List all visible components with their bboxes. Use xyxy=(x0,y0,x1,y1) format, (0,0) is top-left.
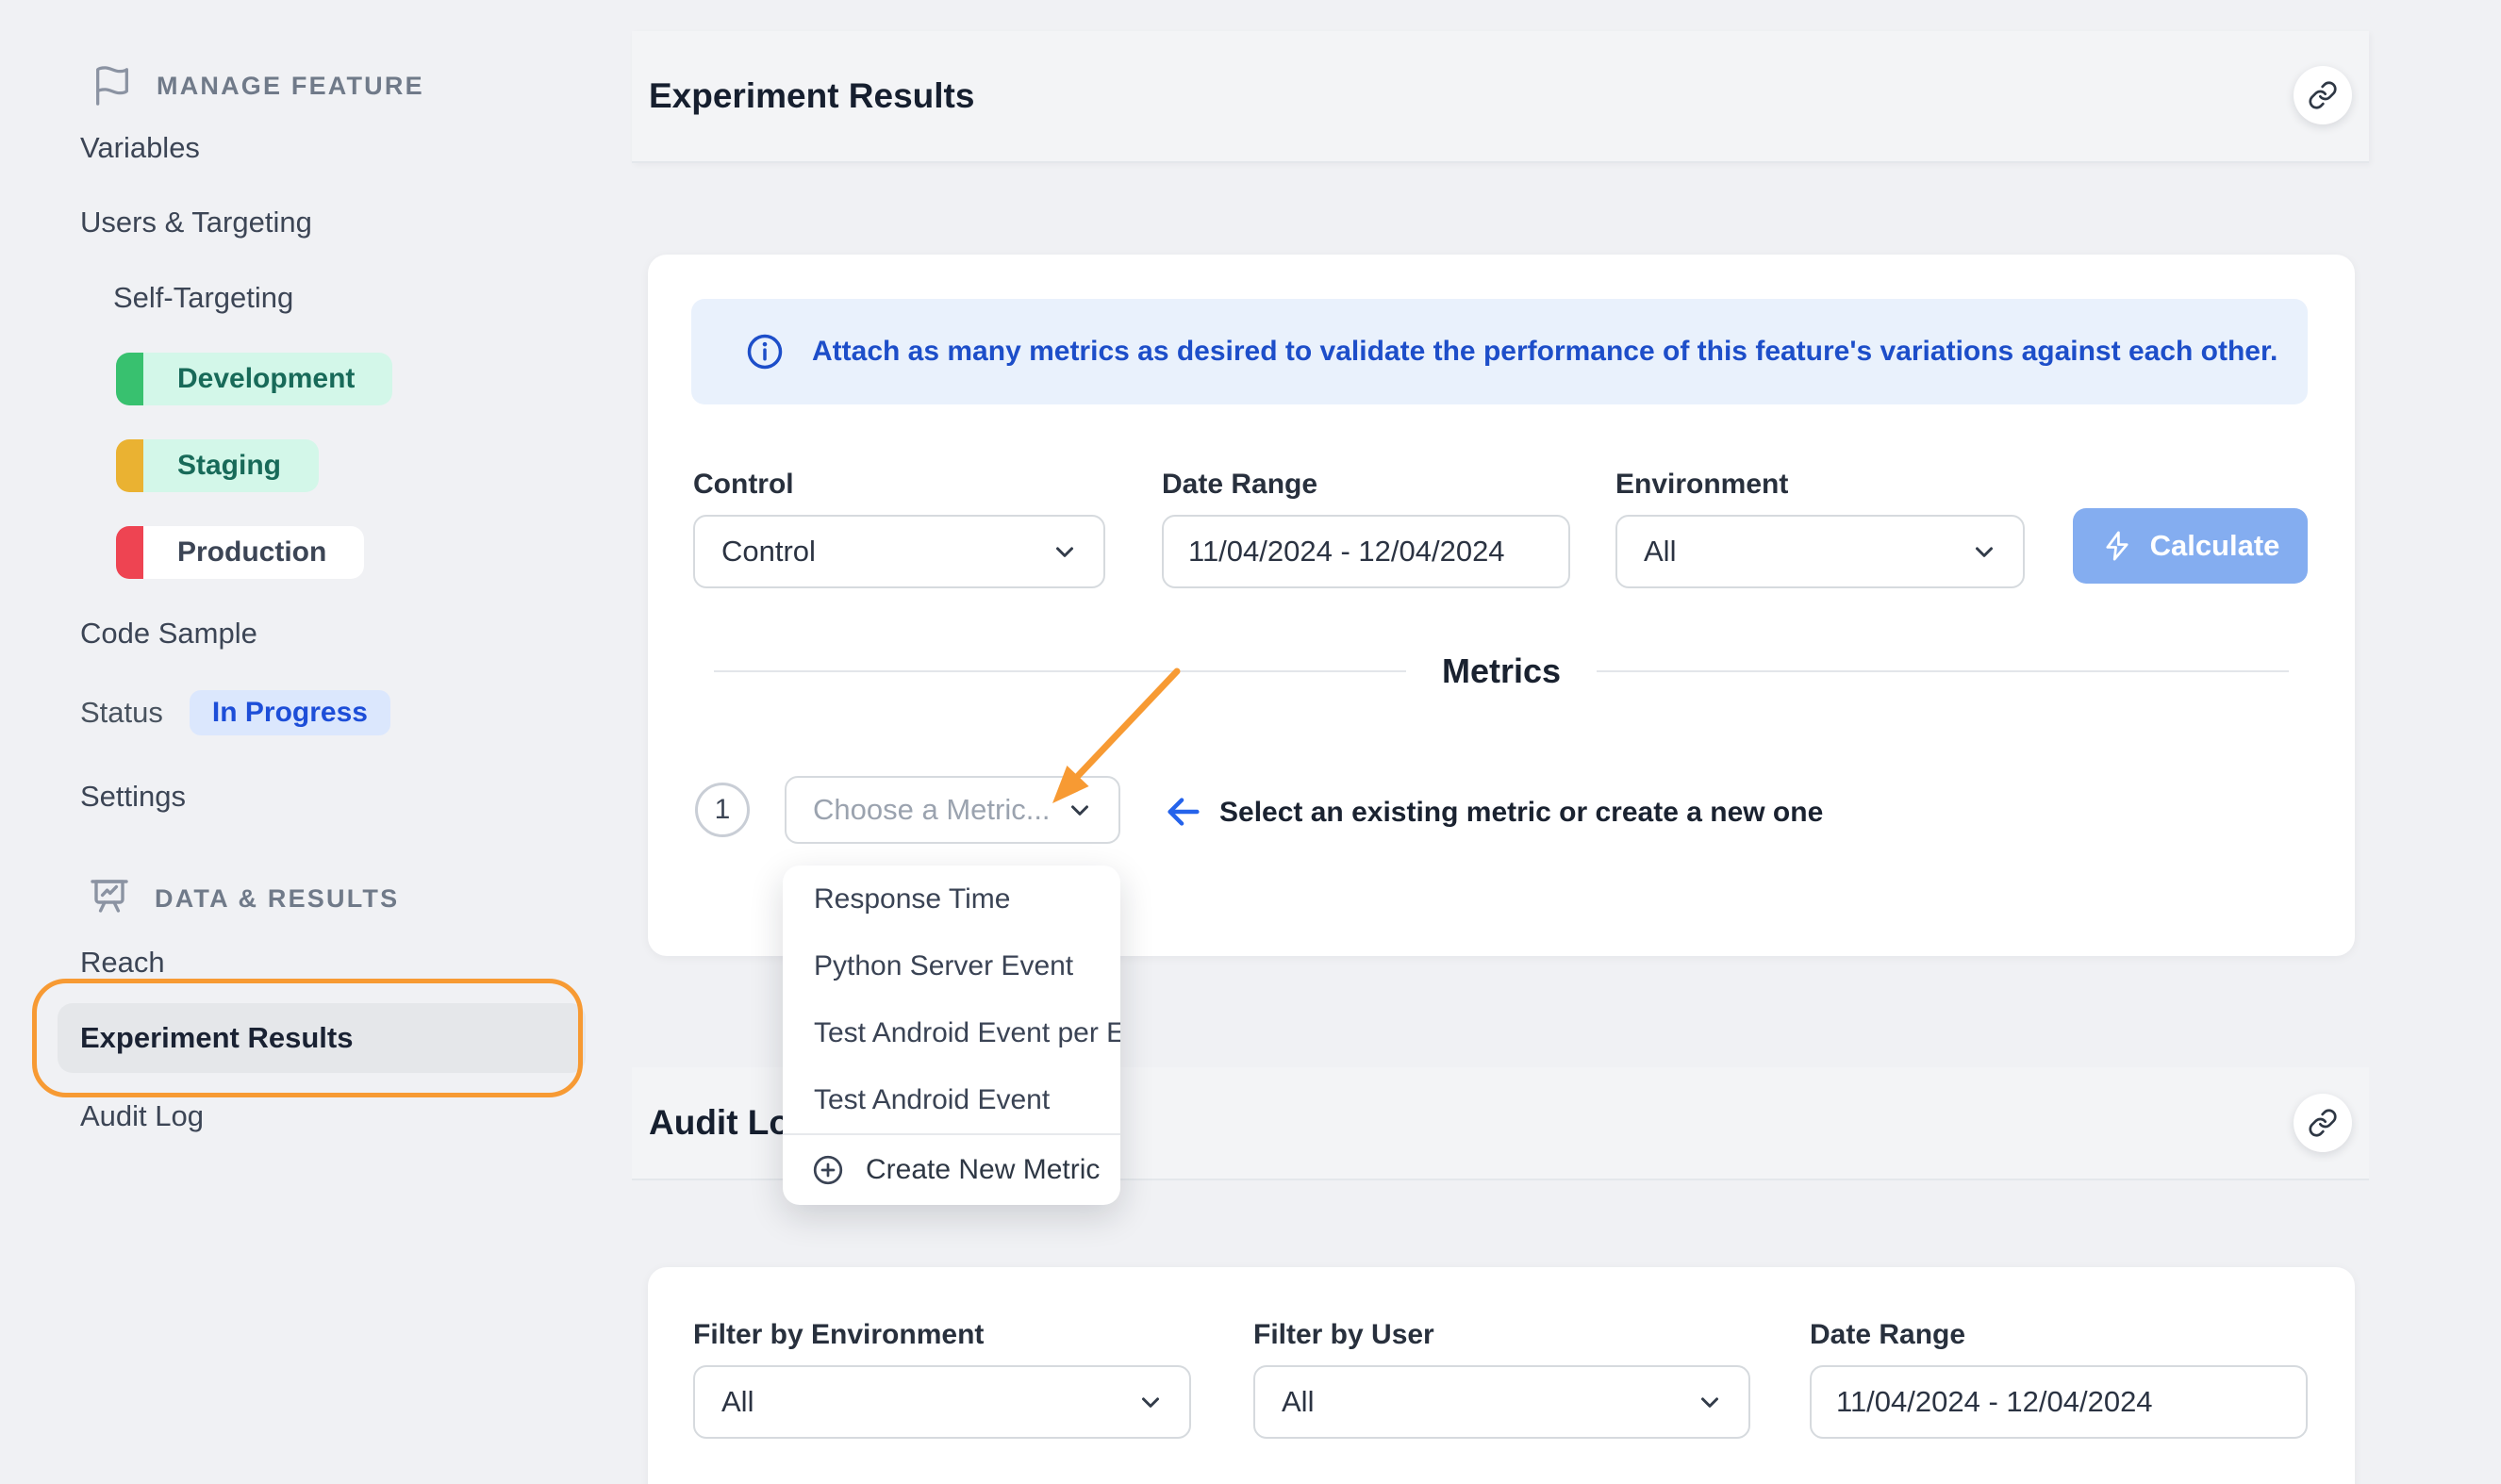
experiment-results-card: Attach as many metrics as desired to val… xyxy=(648,255,2355,956)
env-label: Production xyxy=(143,526,365,579)
choose-metric-placeholder: Choose a Metric... xyxy=(813,793,1051,826)
sidebar-env-development[interactable]: Development xyxy=(116,353,393,405)
menu-divider xyxy=(783,1133,1120,1135)
filter-user-label: Filter by User xyxy=(1253,1319,1434,1350)
sidebar-item-experiment-results-active[interactable]: Experiment Results xyxy=(58,1003,586,1073)
chevron-down-icon xyxy=(1142,1397,1159,1408)
status-label: Status xyxy=(80,696,163,729)
status-badge: In Progress xyxy=(189,690,390,735)
date-range-input[interactable] xyxy=(1162,515,1570,588)
sidebar-env-production[interactable]: Production xyxy=(116,526,365,579)
info-banner: Attach as many metrics as desired to val… xyxy=(691,299,2308,404)
date-range-label: Date Range xyxy=(1162,469,1318,500)
chevron-down-icon xyxy=(1071,805,1088,816)
metric-row-number: 1 xyxy=(695,783,750,837)
choose-metric-select[interactable]: Choose a Metric... xyxy=(785,776,1120,844)
create-new-metric-option[interactable]: Create New Metric xyxy=(783,1135,1120,1205)
filter-user-select[interactable]: All xyxy=(1253,1365,1750,1439)
plus-circle-icon xyxy=(813,1155,843,1185)
flag-icon xyxy=(96,66,128,106)
sidebar-item-audit-log[interactable]: Audit Log xyxy=(80,1099,204,1132)
sidebar-env-staging[interactable]: Staging xyxy=(116,439,319,492)
sidebar-item-status[interactable]: Status In Progress xyxy=(80,690,390,735)
env-color-bar xyxy=(116,353,143,405)
divider-line xyxy=(1597,670,2289,672)
metric-dropdown-menu: Response Time Python Server Event Test A… xyxy=(783,866,1120,1205)
sidebar: MANAGE FEATURE Variables Users & Targeti… xyxy=(0,0,634,1484)
metric-option[interactable]: Response Time xyxy=(814,882,1011,915)
info-icon xyxy=(747,334,783,370)
link-icon xyxy=(2309,1109,2337,1137)
metric-option[interactable]: Test Android Event xyxy=(814,1083,1051,1115)
info-banner-text: Attach as many metrics as desired to val… xyxy=(812,336,2278,367)
metric-option[interactable]: Test Android Event per Eve xyxy=(814,1016,1120,1048)
calculate-button[interactable]: Calculate xyxy=(2073,508,2308,584)
env-label: Development xyxy=(143,353,393,405)
chevron-down-icon xyxy=(1976,547,1993,557)
control-label: Control xyxy=(693,469,794,500)
control-select-value: Control xyxy=(721,535,816,568)
experiment-results-header-band: Experiment Results xyxy=(632,31,2369,163)
filter-user-value: All xyxy=(1282,1385,1315,1418)
copy-link-button[interactable] xyxy=(2294,1094,2352,1152)
env-color-bar xyxy=(116,526,143,579)
metrics-section-divider: Metrics xyxy=(714,651,2289,692)
link-icon xyxy=(2309,81,2337,109)
filter-environment-label: Filter by Environment xyxy=(693,1319,985,1350)
manage-feature-section-header: MANAGE FEATURE xyxy=(91,64,424,107)
env-label: Staging xyxy=(143,439,319,492)
control-select[interactable]: Control xyxy=(693,515,1105,588)
environment-select[interactable]: All xyxy=(1615,515,2025,588)
chevron-down-icon xyxy=(1701,1397,1718,1408)
sidebar-item-settings[interactable]: Settings xyxy=(80,780,187,813)
metric-option[interactable]: Python Server Event xyxy=(814,949,1074,981)
filter-environment-value: All xyxy=(721,1385,754,1418)
sidebar-item-variables[interactable]: Variables xyxy=(80,131,200,164)
audit-date-range-input[interactable] xyxy=(1810,1365,2308,1439)
chevron-down-icon xyxy=(1056,547,1073,557)
create-new-metric-label: Create New Metric xyxy=(866,1154,1101,1185)
metrics-heading: Metrics xyxy=(1441,651,1562,690)
sidebar-item-code-sample[interactable]: Code Sample xyxy=(80,617,257,650)
divider-line xyxy=(714,670,1406,672)
filter-environment-select[interactable]: All xyxy=(693,1365,1191,1439)
sidebar-item-reach[interactable]: Reach xyxy=(80,946,165,979)
lightning-icon xyxy=(2106,531,2128,561)
arrow-left-icon xyxy=(1162,790,1205,833)
metric-hint-text: Select an existing metric or create a ne… xyxy=(1219,797,1824,828)
env-color-bar xyxy=(116,439,143,492)
audit-date-range-label: Date Range xyxy=(1810,1319,1966,1350)
presentation-chart-icon xyxy=(91,880,128,913)
sidebar-item-users-targeting[interactable]: Users & Targeting xyxy=(80,206,312,239)
copy-link-button[interactable] xyxy=(2294,66,2352,124)
manage-feature-label: MANAGE FEATURE xyxy=(157,71,424,100)
environment-label: Environment xyxy=(1615,469,1789,500)
data-results-section-header: DATA & RESULTS xyxy=(87,875,399,922)
sidebar-item-self-targeting[interactable]: Self-Targeting xyxy=(113,281,294,314)
audit-log-filters-card: Filter by Environment All Filter by User… xyxy=(648,1267,2355,1484)
environment-select-value: All xyxy=(1644,535,1677,568)
page-title: Experiment Results xyxy=(649,76,975,115)
data-results-label: DATA & RESULTS xyxy=(155,883,400,913)
calculate-button-label: Calculate xyxy=(2149,529,2280,562)
